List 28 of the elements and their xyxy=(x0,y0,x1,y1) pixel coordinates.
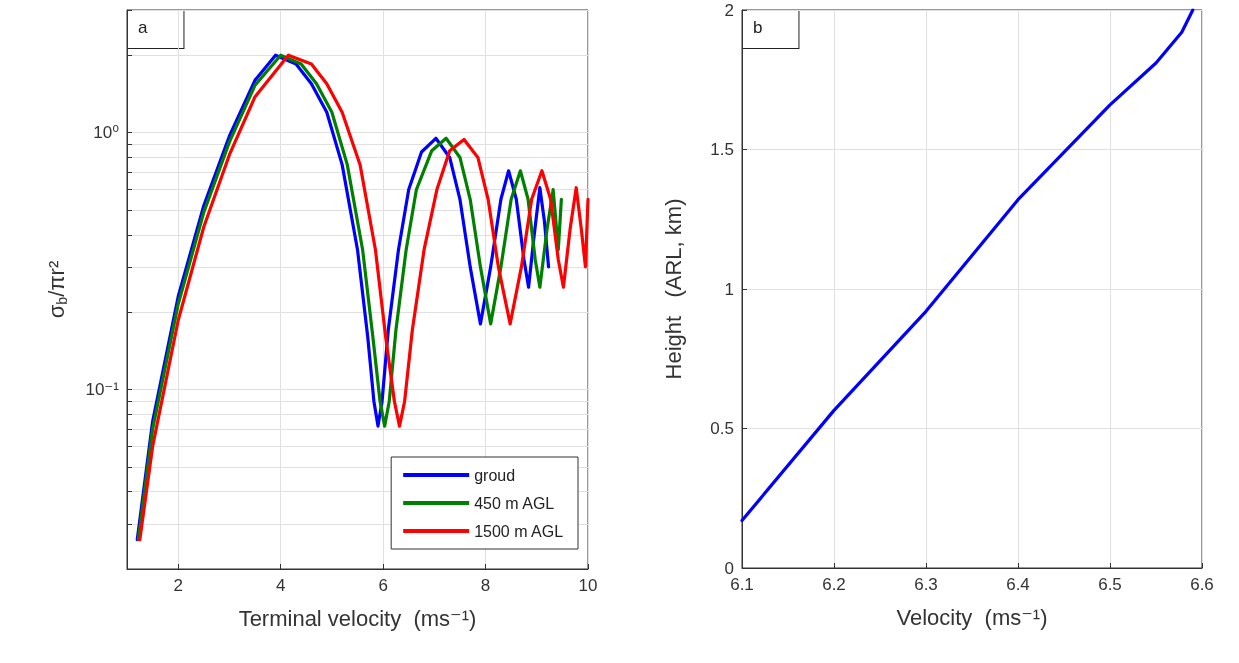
x-tick-label: 2 xyxy=(173,576,183,595)
x-tick-label: 6 xyxy=(378,576,388,595)
y-tick-label: 10⁻¹ xyxy=(85,379,120,399)
y-axis-title: Height (ARL, km) xyxy=(660,198,686,380)
y-tick-label: 0 xyxy=(724,558,734,578)
y-tick-label: 10⁰ xyxy=(93,123,120,143)
annotation: b xyxy=(753,18,763,37)
x-axis-title: Terminal velocity (ms⁻¹) xyxy=(238,605,477,631)
annotation: a xyxy=(138,18,148,37)
y-tick-label: 1 xyxy=(724,279,734,299)
x-tick-label: 6.6 xyxy=(1190,575,1214,594)
y-axis-title: σb/πr² xyxy=(44,260,70,319)
x-tick-label: 6.5 xyxy=(1098,575,1122,594)
x-tick-label: 6.3 xyxy=(914,575,938,594)
x-tick-label: 6.1 xyxy=(730,575,754,594)
x-tick-label: 8 xyxy=(480,576,491,595)
y-tick-label: 1.5 xyxy=(710,140,734,159)
x-tick-label: 6.4 xyxy=(1006,575,1030,594)
x-axis-title: Velocity (ms⁻¹) xyxy=(896,604,1048,630)
legend-label: 1500 m AGL xyxy=(474,522,564,540)
line-series xyxy=(740,8,1195,523)
x-tick-label: 10 xyxy=(578,576,598,595)
x-tick-label: 4 xyxy=(275,576,286,595)
y-tick-label: 0.5 xyxy=(710,419,734,438)
x-tick-label: 6.2 xyxy=(822,575,846,594)
legend-label: groud xyxy=(474,466,516,484)
y-tick-label: 2 xyxy=(724,0,734,20)
legend-label: 450 m AGL xyxy=(474,494,555,512)
